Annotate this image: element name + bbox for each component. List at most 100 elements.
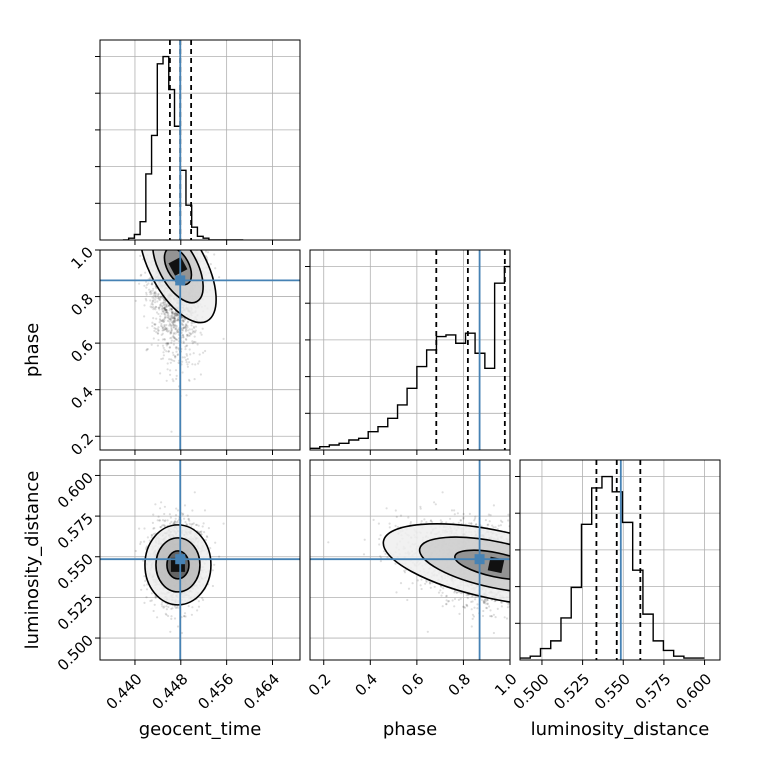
sample-point [163, 348, 166, 351]
sample-point [161, 307, 164, 310]
y-tick-label: 0.6 [67, 336, 97, 366]
sample-point [156, 616, 159, 619]
sample-point [163, 319, 166, 322]
sample-point [197, 605, 201, 608]
sample-point [174, 346, 177, 349]
sample-point [144, 271, 147, 274]
sample-point [186, 363, 189, 366]
sample-point [153, 323, 157, 326]
sample-point [181, 327, 184, 330]
sample-point [162, 606, 165, 609]
x-tick-label: 0.464 [240, 670, 283, 713]
sample-point [138, 282, 141, 285]
sample-point [175, 347, 178, 350]
sample-point [172, 310, 175, 313]
sample-point [163, 306, 166, 309]
sample-point [158, 519, 162, 522]
sample-point [198, 360, 201, 363]
sample-point [172, 522, 175, 525]
sample-point [191, 321, 194, 325]
sample-point [184, 323, 188, 326]
sample-point [185, 329, 188, 332]
sample-point [161, 344, 165, 347]
sample-point [175, 313, 178, 316]
sample-point [161, 305, 164, 308]
sample-point [160, 302, 163, 305]
sample-point [173, 312, 176, 315]
sample-point [174, 356, 177, 359]
sample-point [173, 316, 176, 319]
sample-point [160, 324, 163, 327]
sample-point [158, 321, 161, 324]
sample-point [181, 319, 184, 322]
sample-point [201, 597, 204, 600]
sample-point [169, 373, 172, 376]
sample-point [164, 313, 167, 316]
sample-point [149, 599, 152, 603]
sample-point [158, 519, 161, 522]
sample-point [151, 283, 154, 286]
sample-point [159, 315, 162, 318]
sample-point [151, 321, 154, 324]
y-tick-label: 0.8 [67, 290, 97, 320]
sample-point [174, 324, 177, 327]
sample-point [157, 326, 160, 329]
sample-point [143, 315, 146, 318]
sample-point [176, 312, 179, 315]
sample-point [165, 613, 168, 616]
sample-point [170, 325, 173, 328]
sample-point [156, 519, 159, 522]
sample-point [183, 504, 187, 507]
sample-point [139, 254, 142, 257]
sample-point [146, 348, 149, 351]
sample-point [161, 329, 164, 332]
sample-point [161, 326, 164, 329]
sample-point [140, 588, 143, 591]
histogram-geocent_time [122, 55, 244, 240]
density-contours [144, 524, 212, 606]
sample-point [143, 284, 146, 287]
sample-point [185, 394, 188, 397]
sample-point [166, 311, 169, 314]
sample-point [165, 310, 169, 314]
sample-point [192, 522, 195, 525]
sample-point [139, 274, 142, 277]
sample-point [175, 331, 178, 334]
sample-point [150, 536, 153, 539]
sample-point [186, 333, 189, 336]
sample-point [158, 305, 162, 308]
sample-point [173, 355, 177, 358]
sample-point [185, 338, 188, 341]
sample-point [161, 320, 164, 323]
sample-point [172, 353, 175, 357]
sample-point [173, 314, 176, 317]
panel-geocent_time-vs-phase: 0.20.40.60.81.0 [67, 243, 301, 459]
sample-point [168, 307, 171, 310]
sample-point [134, 299, 137, 302]
panel-frame [309, 249, 511, 451]
sample-point [170, 317, 173, 320]
x-tick-label: 0.456 [194, 670, 237, 713]
sample-point [175, 325, 178, 328]
sample-point [169, 317, 172, 320]
sample-point [200, 333, 203, 336]
sample-point [186, 335, 189, 338]
sample-point [161, 524, 164, 527]
sample-point [186, 344, 189, 347]
sample-point [170, 331, 173, 334]
sample-point [155, 331, 158, 334]
sample-point [162, 320, 165, 323]
sample-point [169, 337, 172, 340]
sample-point [163, 328, 166, 331]
sample-point [162, 354, 165, 357]
sample-point [145, 299, 148, 302]
sample-point [171, 351, 174, 354]
sample-point [177, 328, 180, 332]
sample-point [187, 378, 191, 381]
sample-point [163, 306, 166, 309]
sample-point [165, 328, 168, 331]
sample-point [186, 514, 189, 517]
sample-point [206, 536, 209, 539]
sample-point [153, 323, 156, 326]
sample-point [165, 308, 168, 311]
